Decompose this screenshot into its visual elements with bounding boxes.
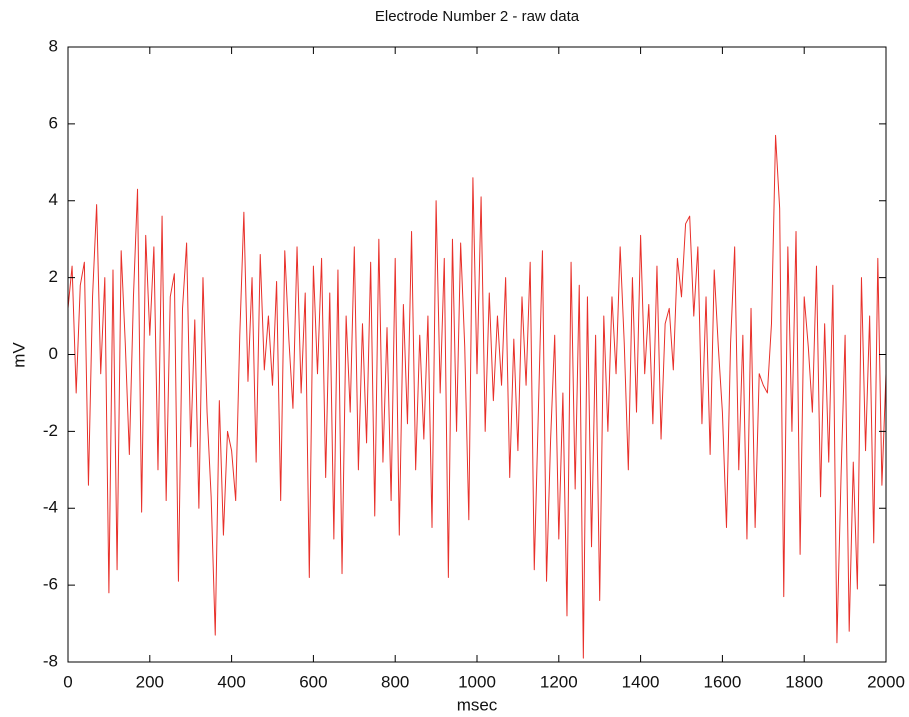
y-tick-label: -4 xyxy=(43,498,58,517)
y-tick-label: 4 xyxy=(49,190,58,209)
x-axis-label: msec xyxy=(457,695,498,714)
x-tick-label: 400 xyxy=(217,672,245,691)
y-tick-label: -8 xyxy=(43,651,58,670)
chart-title: Electrode Number 2 - raw data xyxy=(375,8,580,25)
y-tick-label: 0 xyxy=(49,344,58,363)
x-tick-label: 1400 xyxy=(622,672,660,691)
data-line xyxy=(67,134,887,659)
y-tick-label: 6 xyxy=(49,113,58,132)
y-axis-label: mV xyxy=(9,342,28,368)
x-tick-label: 1800 xyxy=(785,672,823,691)
x-tick-label: 1600 xyxy=(703,672,741,691)
x-tick-label: 800 xyxy=(381,672,409,691)
x-tick-label: 600 xyxy=(299,672,327,691)
x-tick-label: 200 xyxy=(136,672,164,691)
x-tick-label: 1200 xyxy=(540,672,578,691)
x-tick-label: 0 xyxy=(63,672,72,691)
x-tick-label: 1000 xyxy=(458,672,496,691)
y-tick-label: 8 xyxy=(49,36,58,55)
y-tick-label: 2 xyxy=(49,267,58,286)
y-tick-label: -6 xyxy=(43,575,58,594)
y-tick-label: -2 xyxy=(43,421,58,440)
x-tick-label: 2000 xyxy=(867,672,905,691)
